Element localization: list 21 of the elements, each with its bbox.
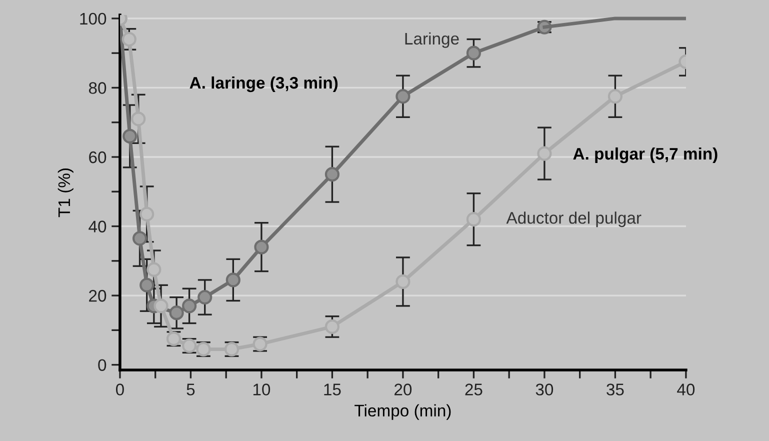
x-axis-title: Tiempo (min) <box>354 404 451 420</box>
series-label: Aductor del pulgar <box>506 212 642 228</box>
annotation: A. pulgar (5,7 min) <box>573 147 718 164</box>
x-tick-label: 30 <box>536 384 554 396</box>
x-tick-label: 20 <box>394 384 412 396</box>
annotation: A. laringe (3,3 min) <box>190 76 338 92</box>
x-tick-label: 35 <box>606 384 624 396</box>
y-tick-label: 0 <box>98 359 106 372</box>
x-tick-label: 15 <box>324 384 341 396</box>
x-tick-label: 5 <box>186 384 195 396</box>
x-tick-label: 0 <box>116 384 124 396</box>
y-tick-label: 80 <box>88 82 106 94</box>
x-tick-label: 25 <box>465 384 482 396</box>
x-tick-label: 40 <box>677 384 695 396</box>
y-tick-label: 100 <box>80 12 106 25</box>
series-label: Laringe <box>405 32 459 48</box>
y-tick-label: 40 <box>88 220 106 232</box>
x-tick-label: 10 <box>253 384 270 396</box>
y-tick-label: 60 <box>89 151 106 164</box>
y-axis-title: T1 (%) <box>58 168 74 218</box>
y-tick-label: 20 <box>89 290 106 302</box>
